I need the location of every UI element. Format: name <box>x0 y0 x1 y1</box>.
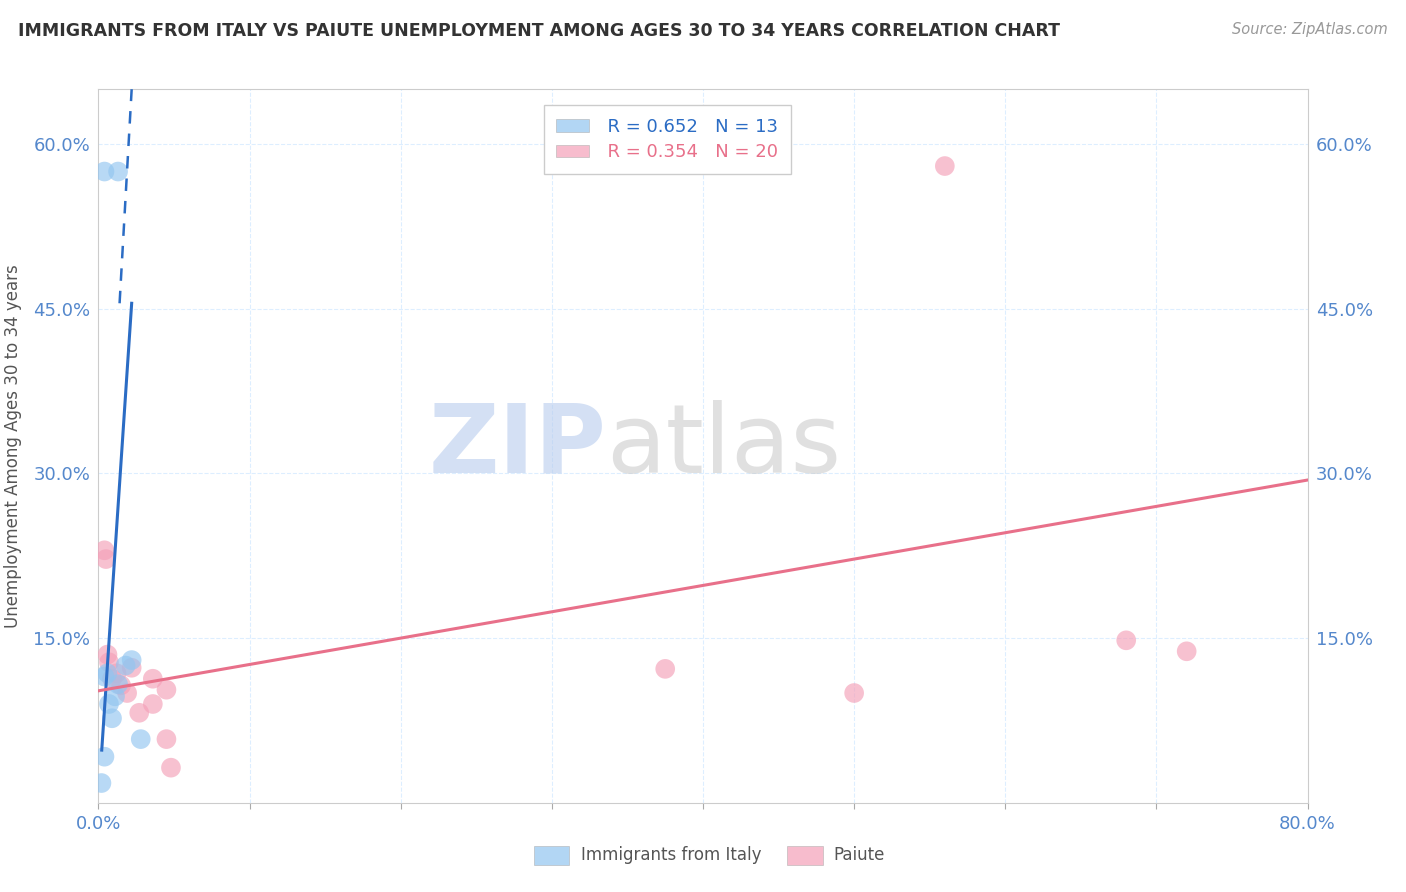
Text: Source: ZipAtlas.com: Source: ZipAtlas.com <box>1232 22 1388 37</box>
Text: Immigrants from Italy: Immigrants from Italy <box>581 847 761 864</box>
Point <box>110 678 132 692</box>
Point <box>94 552 117 566</box>
Point <box>121 661 143 675</box>
Text: ZIP: ZIP <box>429 400 606 492</box>
Point <box>142 697 165 711</box>
Point <box>101 711 124 725</box>
Text: atlas: atlas <box>606 400 841 492</box>
Point <box>121 653 143 667</box>
Point <box>101 672 124 686</box>
Point <box>155 732 177 747</box>
Point <box>115 686 138 700</box>
Point <box>107 677 129 691</box>
Point <box>96 666 118 681</box>
Point <box>98 655 121 669</box>
Point <box>934 159 956 173</box>
Point <box>160 761 183 775</box>
Point <box>93 669 115 683</box>
Point <box>654 662 676 676</box>
Point <box>96 648 118 662</box>
Text: Paiute: Paiute <box>834 847 886 864</box>
Point <box>114 658 136 673</box>
Point <box>155 682 177 697</box>
Text: IMMIGRANTS FROM ITALY VS PAIUTE UNEMPLOYMENT AMONG AGES 30 TO 34 YEARS CORRELATI: IMMIGRANTS FROM ITALY VS PAIUTE UNEMPLOY… <box>18 22 1060 40</box>
Point <box>142 672 165 686</box>
Point <box>1175 644 1198 658</box>
Point <box>93 543 115 558</box>
Y-axis label: Unemployment Among Ages 30 to 34 years: Unemployment Among Ages 30 to 34 years <box>4 264 22 628</box>
Point <box>105 666 128 681</box>
Legend:   R = 0.652   N = 13,   R = 0.354   N = 20: R = 0.652 N = 13, R = 0.354 N = 20 <box>544 105 790 174</box>
Point <box>844 686 866 700</box>
Point <box>98 697 121 711</box>
Point <box>1115 633 1137 648</box>
Point <box>104 690 127 704</box>
Point <box>90 776 112 790</box>
Point <box>93 749 115 764</box>
Point <box>93 164 115 178</box>
Point <box>128 706 150 720</box>
Point <box>107 164 129 178</box>
Point <box>129 732 152 747</box>
